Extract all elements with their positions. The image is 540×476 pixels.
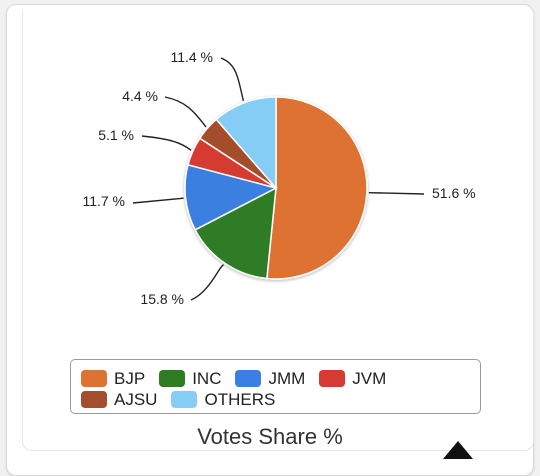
chart-frame	[22, 10, 534, 451]
leader-line-jmm	[132, 197, 184, 204]
legend-swatch	[319, 370, 346, 387]
legend-label: AJSU	[114, 389, 158, 409]
legend-label: JMM	[268, 368, 306, 388]
legend-label: INC	[192, 368, 222, 388]
leader-line-ajsu	[164, 96, 207, 128]
legend-item-inc[interactable]: INC	[159, 368, 221, 389]
legend-swatch	[81, 391, 107, 408]
leader-line-inc	[190, 264, 225, 301]
legend-swatch	[159, 370, 186, 387]
legend-item-jmm[interactable]: JMM	[235, 368, 305, 389]
pie-slice-inc[interactable]	[194, 186, 277, 280]
data-label-ajsu: 4.4 %	[122, 88, 158, 104]
chart-legend: BJP INC JMM JVM AJSU OTHERS	[70, 359, 481, 414]
legend-label: BJP	[114, 368, 146, 388]
legend-label: JVM	[352, 368, 387, 388]
pie-chart: 51.6 % 15.8 % 11.7 % 5.1 % 4.4 % 11.4 %	[82, 49, 476, 307]
legend-item-ajsu[interactable]: AJSU	[81, 389, 157, 410]
legend-swatch	[171, 391, 198, 408]
pie-slice-jmm[interactable]	[184, 163, 279, 231]
data-label-jvm: 5.1 %	[98, 127, 134, 143]
legend-label: OTHERS	[204, 389, 276, 409]
legend-item-others[interactable]: OTHERS	[171, 389, 275, 410]
legend-swatch	[235, 370, 262, 387]
leader-line-others	[220, 57, 245, 102]
legend-item-bjp[interactable]: BJP	[81, 368, 145, 389]
legend-swatch	[81, 370, 107, 387]
data-label-bjp: 51.6 %	[432, 185, 476, 201]
pie-slice-others[interactable]	[215, 96, 277, 191]
chart-footer-title: Votes Share %	[197, 424, 343, 449]
scroll-up-arrow-icon[interactable]	[443, 441, 473, 459]
data-label-others: 11.4 %	[170, 49, 213, 65]
data-label-jmm: 11.7 %	[82, 193, 125, 209]
leader-line-bjp	[368, 192, 425, 195]
leader-line-jvm	[141, 135, 192, 151]
data-label-inc: 15.8 %	[140, 291, 184, 307]
pie-slice-bjp[interactable]	[266, 96, 368, 280]
legend-item-jvm[interactable]: JVM	[319, 368, 386, 389]
